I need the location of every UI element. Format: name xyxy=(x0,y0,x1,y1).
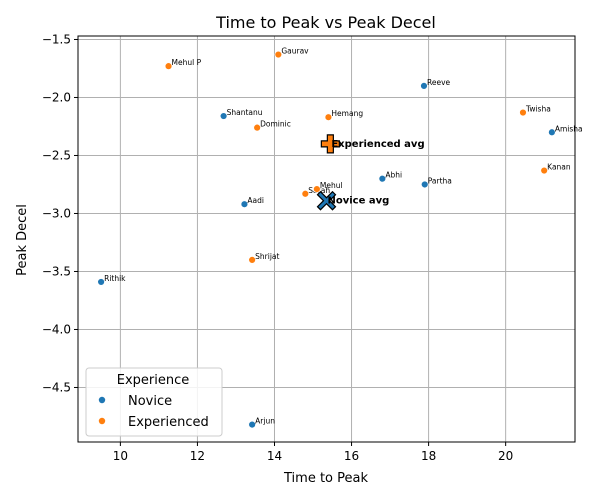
x-tick-label: 12 xyxy=(190,449,205,463)
point-mehul-p xyxy=(164,62,173,70)
y-tick-label: −2.0 xyxy=(42,90,71,104)
y-tick-label: −4.5 xyxy=(42,380,71,394)
point-shrijat xyxy=(248,256,256,264)
axis-ticks: 10 12 14 16 18 20 −1.5 −2.0 −2.5 −3.0 −3.5 −4.0 −4.5 xyxy=(42,32,513,463)
chart-title: Time to Peak vs Peak Decel xyxy=(215,13,436,32)
average-markers: Experienced avg Novice avg xyxy=(316,134,425,211)
point-label-partha: Partha xyxy=(428,176,452,185)
point-amisha xyxy=(548,128,556,136)
legend-label-novice: Novice xyxy=(128,394,172,409)
y-tick-label: −3.0 xyxy=(42,206,71,220)
point-label-abhi: Abhi xyxy=(385,171,402,180)
avg-label-novice: Novice avg xyxy=(328,196,390,207)
point-dominic xyxy=(253,123,261,132)
point-twisha xyxy=(519,108,527,117)
legend-title: Experience xyxy=(117,373,190,388)
point-kanan xyxy=(540,166,548,175)
data-points: Rithik Shantanu Aadi Arjun Abhi Reeve Partha Am… xyxy=(97,47,583,429)
x-tick-label: 14 xyxy=(267,449,282,463)
x-tick-label: 10 xyxy=(113,449,128,463)
point-sarah xyxy=(301,190,310,198)
point-label-kanan: Kanan xyxy=(547,163,571,172)
legend-marker-novice xyxy=(98,396,106,404)
legend-label-experienced: Experienced xyxy=(128,415,209,430)
point-label-gaurav: Gaurav xyxy=(281,47,309,56)
legend-box xyxy=(85,367,223,437)
point-aadi xyxy=(240,200,249,208)
y-tick-label: −3.5 xyxy=(42,264,71,278)
point-shantanu xyxy=(219,112,228,120)
legend-marker-experienced xyxy=(98,417,106,425)
point-gaurav xyxy=(274,50,283,59)
point-label-reeve: Reeve xyxy=(427,78,451,87)
point-label-dominic: Dominic xyxy=(260,120,291,129)
point-label-mehul-p: Mehul P xyxy=(172,58,202,67)
y-axis-label: Peak Decel xyxy=(15,204,30,276)
point-label-amisha: Amisha xyxy=(555,124,583,133)
point-label-shantanu: Shantanu xyxy=(227,108,263,117)
point-partha xyxy=(421,180,429,189)
x-tick-label: 18 xyxy=(421,449,436,463)
point-mehul xyxy=(313,185,321,193)
point-rithik xyxy=(97,278,105,286)
point-label-arjun: Arjun xyxy=(255,417,275,426)
point-label-aadi: Aadi xyxy=(247,196,264,205)
point-label-rithik: Rithik xyxy=(104,274,126,283)
x-axis-label: Time to Peak xyxy=(283,471,368,486)
point-reeve xyxy=(420,82,428,90)
point-abhi xyxy=(378,174,387,183)
point-label-twisha: Twisha xyxy=(525,105,551,114)
x-tick-label: 20 xyxy=(498,449,513,463)
avg-marker-novice xyxy=(316,190,337,211)
legend: Experience Novice Experienced xyxy=(85,367,223,437)
avg-label-experienced: Experienced avg xyxy=(331,139,424,150)
point-label-mehul: Mehul xyxy=(320,181,343,190)
y-tick-label: −4.0 xyxy=(42,322,71,336)
y-tick-label: −2.5 xyxy=(42,148,71,162)
point-hemang xyxy=(324,113,333,121)
grid-lines xyxy=(78,36,575,442)
point-label-hemang: Hemang xyxy=(331,109,363,118)
avg-marker-experienced xyxy=(320,134,340,154)
point-arjun xyxy=(248,420,256,429)
point-label-shrijat: Shrijat xyxy=(255,252,279,261)
plot-area-frame xyxy=(77,35,576,443)
x-tick-label: 16 xyxy=(344,449,359,463)
y-tick-label: −1.5 xyxy=(42,32,71,46)
